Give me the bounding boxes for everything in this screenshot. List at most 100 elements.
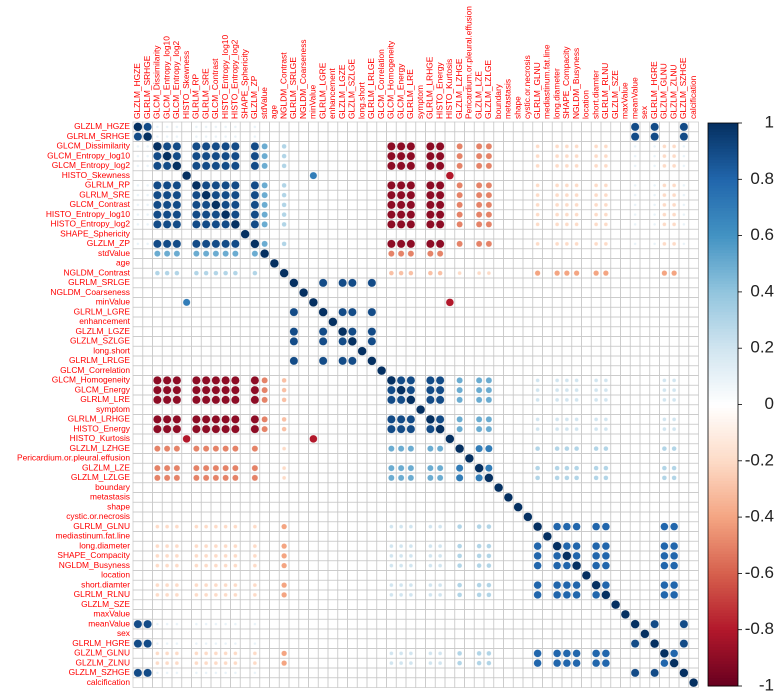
corr-circle xyxy=(367,337,377,346)
cell-border xyxy=(610,277,621,289)
cell-border xyxy=(308,423,319,435)
cell-border xyxy=(571,121,582,133)
cell-border xyxy=(620,219,631,230)
cell-border xyxy=(181,228,192,240)
cell-border xyxy=(356,521,368,532)
cell-border xyxy=(473,336,485,347)
cell-border xyxy=(288,228,300,240)
cell-border xyxy=(308,238,319,250)
corr-circle xyxy=(204,125,208,129)
cell-border xyxy=(220,492,231,503)
cell-border xyxy=(142,248,153,259)
cell-border xyxy=(269,453,280,464)
corr-circle xyxy=(192,385,201,395)
corr-circle xyxy=(485,240,493,248)
corr-circle xyxy=(143,132,153,142)
cell-border xyxy=(425,501,436,513)
cell-border xyxy=(288,141,300,152)
cell-border xyxy=(542,414,553,425)
cell-border xyxy=(415,189,426,201)
cell-border xyxy=(347,365,358,376)
cell-border xyxy=(473,433,485,445)
corr-circle xyxy=(269,258,279,268)
corr-circle xyxy=(192,395,201,405)
cell-border xyxy=(376,150,387,162)
cell-border xyxy=(512,345,524,357)
cell-border xyxy=(464,160,475,172)
cell-border xyxy=(503,345,514,357)
cell-border xyxy=(200,453,212,464)
cell-border xyxy=(308,150,319,162)
column-label: stdValue xyxy=(259,87,269,119)
cell-border xyxy=(171,316,183,328)
cell-border xyxy=(522,355,534,367)
cell-border xyxy=(688,472,699,484)
cell-border xyxy=(444,160,456,172)
cell-border xyxy=(142,472,153,484)
cell-border xyxy=(522,462,534,474)
cell-border xyxy=(376,433,387,445)
corr-circle xyxy=(672,183,677,188)
cell-border xyxy=(376,121,387,133)
cell-border xyxy=(522,365,534,376)
cell-border xyxy=(298,336,309,347)
corr-circle xyxy=(535,465,541,471)
corr-circle xyxy=(435,424,445,434)
cell-border xyxy=(464,482,475,493)
cell-border xyxy=(581,267,592,279)
cell-border xyxy=(366,316,378,328)
cell-border xyxy=(220,482,231,493)
row-label: minValue xyxy=(96,297,131,307)
corr-circle xyxy=(231,424,240,434)
cell-border xyxy=(395,453,407,464)
cell-border xyxy=(610,326,621,337)
cell-border xyxy=(356,141,368,152)
cell-border xyxy=(581,336,592,347)
column-label: long.diameter xyxy=(551,68,561,119)
cell-border xyxy=(415,511,426,523)
corr-circle xyxy=(426,385,435,395)
corr-circle xyxy=(282,475,287,480)
cell-border xyxy=(688,482,699,493)
column-label: HISTO_Entropy_log2 xyxy=(230,39,240,119)
row-label: GLRLM_LGRE xyxy=(74,306,131,316)
cell-border xyxy=(395,287,407,298)
cell-border xyxy=(454,170,465,181)
cell-border xyxy=(503,355,514,367)
cell-border xyxy=(639,277,651,289)
cell-border xyxy=(415,384,426,396)
cell-border xyxy=(152,404,163,415)
cell-border xyxy=(191,345,202,357)
cell-border xyxy=(278,121,290,133)
cell-border xyxy=(230,492,241,503)
cell-border xyxy=(610,141,621,152)
cell-border xyxy=(620,170,631,181)
cell-border xyxy=(347,345,358,357)
cell-border xyxy=(366,433,378,445)
cell-border xyxy=(386,511,397,523)
cell-border xyxy=(620,326,631,337)
corr-circle xyxy=(213,524,218,529)
corr-circle xyxy=(555,222,560,227)
cell-border xyxy=(366,414,378,425)
cell-border xyxy=(464,199,475,211)
cell-border xyxy=(649,336,660,347)
cell-border xyxy=(571,287,582,298)
cell-border xyxy=(483,492,495,503)
corr-circle xyxy=(564,222,569,227)
cell-border xyxy=(376,180,387,191)
cell-border xyxy=(269,150,280,162)
cell-border xyxy=(288,453,300,464)
cell-border xyxy=(425,121,436,133)
cell-border xyxy=(366,521,378,532)
corr-circle xyxy=(281,416,287,422)
cell-border xyxy=(337,209,348,220)
corr-circle xyxy=(426,220,435,229)
cell-border xyxy=(347,453,358,464)
cell-border xyxy=(259,355,270,367)
corr-circle xyxy=(338,327,348,337)
cell-border xyxy=(191,326,202,337)
cell-border xyxy=(132,170,144,181)
cell-border xyxy=(483,326,495,337)
cell-border xyxy=(356,287,368,298)
